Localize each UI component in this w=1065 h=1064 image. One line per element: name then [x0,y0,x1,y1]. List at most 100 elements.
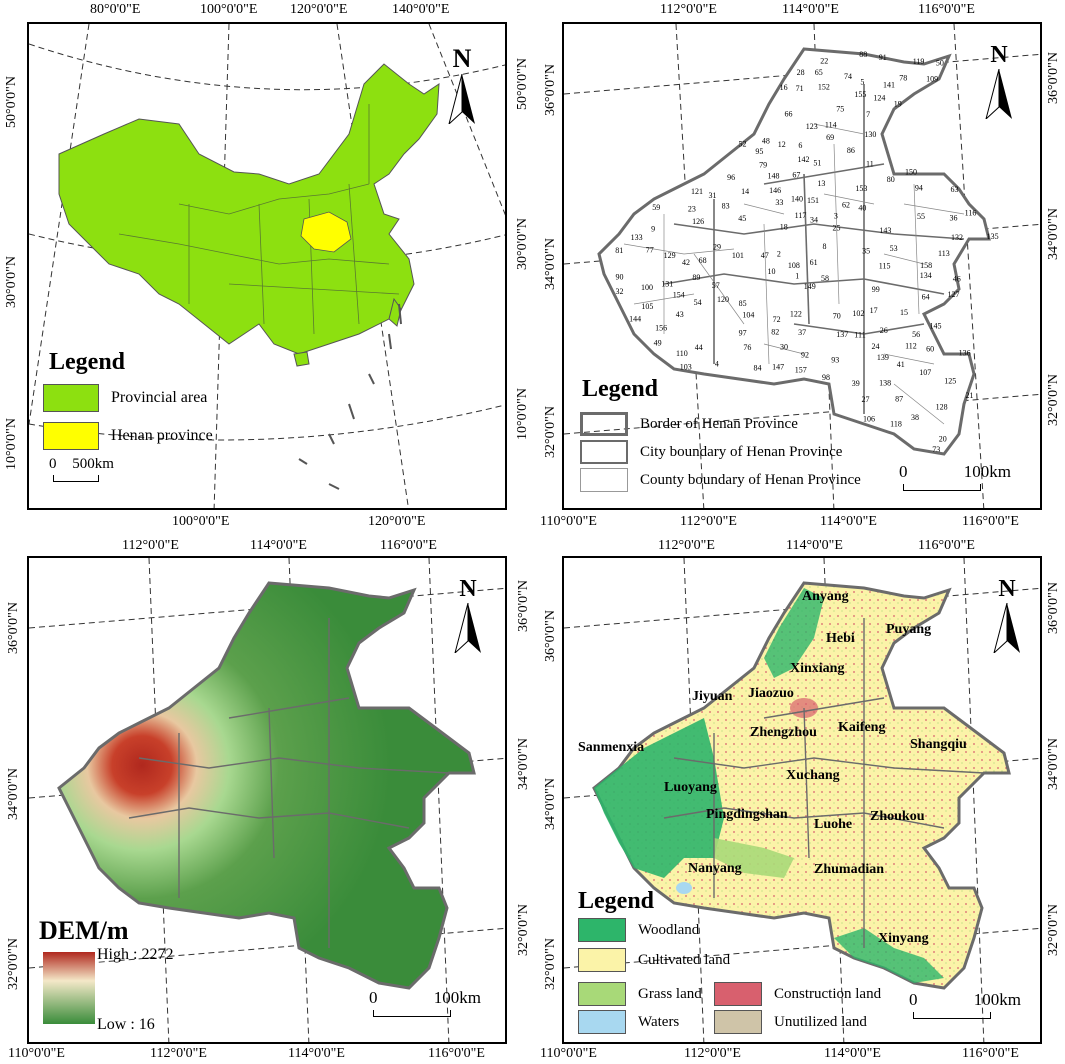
legend-item-provincial: Provincial area [43,384,207,412]
north-label: N [990,42,1008,68]
legend-item-cultivated: Cultivated land [578,948,730,972]
dem-legend-ramp [43,952,95,1024]
county-number-label: 44 [695,343,703,352]
top-coord-3: 116°0'0"E [918,2,975,17]
county-number-label: 77 [646,246,654,255]
bottom-coord-1: 110°0'0"E [8,1046,65,1061]
legend-item-unutilized: Unutilized land [714,1010,867,1034]
north-arrow: N [447,44,477,129]
left-coord-2: 34°0'0"N [543,238,558,290]
scale-label: 500km [72,456,114,472]
county-number-label: 122 [790,309,802,318]
county-number-label: 124 [873,94,885,103]
county-number-label: 125 [944,376,956,385]
city-label-zhumadian: Zhumadian [814,862,884,877]
county-number-label: 72 [773,315,781,324]
bottom-coord-2: 112°0'0"E [150,1046,207,1061]
county-number-label: 7 [866,110,870,119]
county-number-label: 5 [860,78,864,87]
right-coord-2: 34°0'0"N [1046,208,1061,260]
county-number-label: 16 [780,83,788,92]
county-number-label: 103 [680,362,692,371]
top-coord-1: 112°0'0"E [660,2,717,17]
north-arrow-icon [985,68,1012,121]
north-label: N [452,44,472,73]
left-coord-2: 34°0'0"N [6,768,21,820]
legend-swatch [578,918,626,942]
woodland-south [834,928,944,983]
legend-label: County boundary of Henan Province [640,471,861,488]
henan-dem [57,581,476,990]
city-labels: Anyang Puyang Hebi Xinxiang Jiyuan Jiaoz… [578,589,967,946]
county-number-label: 127 [948,290,960,299]
county-number-label: 23 [688,204,696,213]
county-number-label: 143 [879,226,891,235]
county-number-label: 139 [877,353,889,362]
county-number-label: 91 [879,53,887,62]
legend-swatch [580,468,628,492]
legend-swatch [580,440,628,464]
county-number-label: 93 [831,355,839,364]
county-number-label: 60 [926,344,934,353]
county-number-label: 57 [712,281,720,290]
county-number-label: 39 [852,379,860,388]
henan-landuse [592,581,1011,990]
county-number-label: 48 [762,136,770,145]
city-label-puyang: Puyang [886,622,931,637]
county-number-label: 12 [778,140,786,149]
legend-swatch [578,948,626,972]
woodland-north [764,588,824,678]
county-number-label: 40 [858,204,866,213]
legend-item-construction: Construction land [714,982,881,1006]
top-coord-2: 114°0'0"E [782,2,839,17]
county-number-label: 120 [717,295,729,304]
right-coord-3: 10°0'0"N [515,388,530,440]
top-coord-1: 112°0'0"E [658,538,715,553]
county-number-label: 142 [797,155,809,164]
right-coord-1: 36°0'0"N [1046,582,1061,634]
county-number-label: 28 [797,68,805,77]
county-number-label: 36 [950,213,958,222]
county-number-label: 154 [673,290,685,299]
landuse-panel: Anyang Puyang Hebi Xinxiang Jiyuan Jiaoz… [562,556,1042,1044]
county-number-label: 136 [959,348,971,357]
scale-line [373,1010,451,1017]
county-number-label: 74 [844,72,852,81]
north-arrow: N [984,42,1014,124]
right-coord-2: 34°0'0"N [1046,738,1061,790]
county-number-label: 75 [836,104,844,113]
county-number-label: 155 [854,90,866,99]
county-number-label: 130 [864,130,876,139]
county-number-label: 78 [899,74,907,83]
province-borders [118,104,400,335]
legend-item-county: County boundary of Henan Province [580,468,861,492]
henan-county-panel: 1 2 3 4 5 6 7 8 9 10 11 12 13 14 15 16 17 18 19 20 21 22 23 24 2… [562,22,1042,510]
county-number-label: 47 [761,251,769,260]
county-number-label: 2 [777,250,781,259]
scale-zero: 0 [369,988,378,1007]
waters [676,882,692,894]
dem-legend-title: DEM/m [39,916,129,945]
county-number-label: 79 [759,161,767,170]
county-number-label: 152 [818,83,830,92]
county-number-label: 73 [932,445,940,454]
county-number-label: 58 [821,274,829,283]
county-number-label: 55 [917,212,925,221]
right-coord-3: 32°0'0"N [1046,904,1061,956]
bottom-coord-3: 114°0'0"E [288,1046,345,1061]
county-number-label: 116 [965,208,977,217]
county-number-label: 147 [772,363,784,372]
county-number-label: 113 [938,249,950,258]
county-number-label: 99 [872,285,880,294]
china-map-svg [29,24,505,508]
county-number-label: 69 [826,133,834,142]
grassland [714,838,794,878]
dem-high-label: High : 2272 [97,946,174,963]
legend-swatch [714,982,762,1006]
county-number-label: 17 [870,306,878,315]
county-number-label: 157 [795,365,807,374]
county-map-svg: 1234567891011121314151617181920212223242… [564,24,1040,508]
city-label-pingdingshan: Pingdingshan [706,807,788,822]
county-number-label: 10 [768,267,776,276]
nine-dash-line [298,303,402,490]
